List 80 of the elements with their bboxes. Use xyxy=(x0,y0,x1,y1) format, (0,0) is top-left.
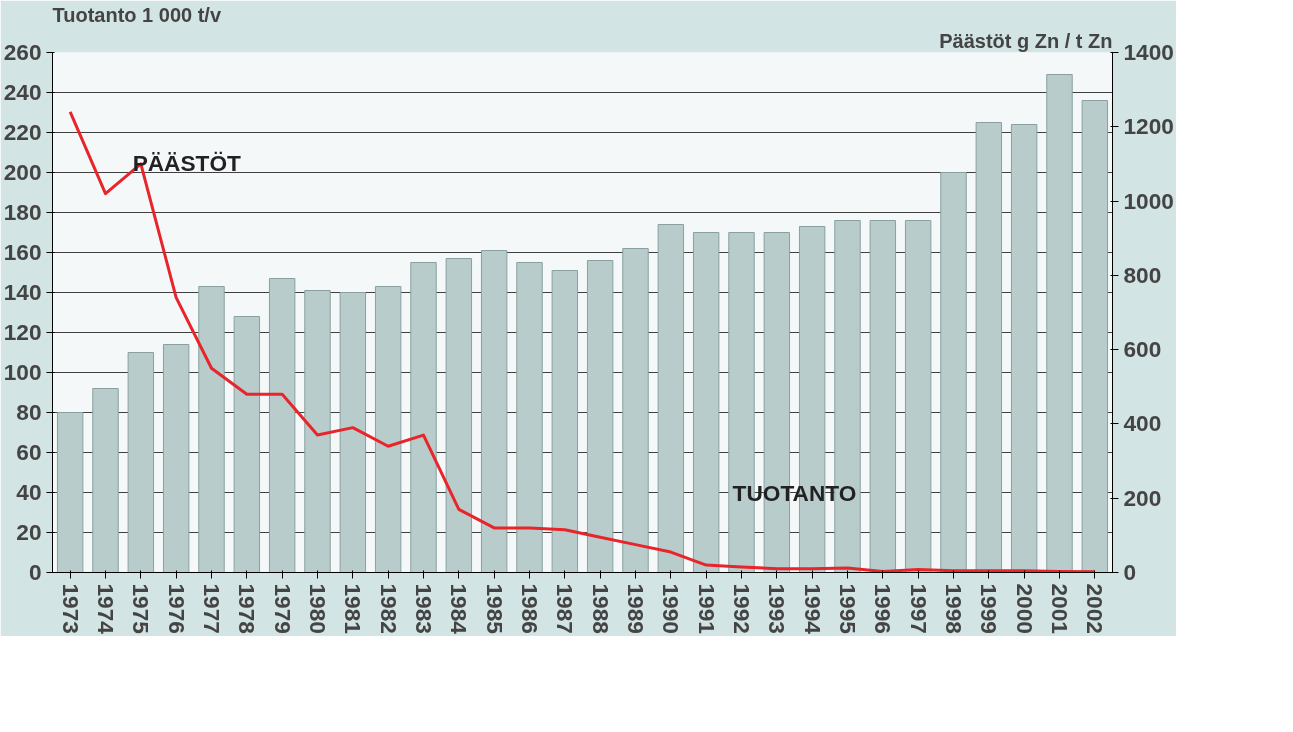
y-tick-label: 0 xyxy=(28,559,42,585)
y-tick-label: 220 xyxy=(3,119,42,145)
x-tick-label: 1983 xyxy=(411,583,437,634)
y-tick-label: 80 xyxy=(16,399,42,425)
y2-tick-label: 600 xyxy=(1123,336,1162,363)
bar xyxy=(622,248,649,573)
bar xyxy=(869,220,897,573)
y-tick-label: 140 xyxy=(3,279,42,305)
y2-tick-label: 200 xyxy=(1123,484,1162,511)
y-tick-label: 60 xyxy=(16,439,42,465)
bar xyxy=(480,250,508,573)
x-tick-label: 1978 xyxy=(234,583,261,634)
bar xyxy=(516,262,543,573)
bar xyxy=(410,262,437,573)
bar xyxy=(1046,74,1073,573)
y2-tick-label: 1400 xyxy=(1123,39,1174,65)
bar xyxy=(374,286,402,573)
x-tick-label: 1984 xyxy=(446,583,473,635)
x-tick-label: 1988 xyxy=(587,583,614,634)
y2-axis-title: Päästöt g Zn / t Zn xyxy=(939,29,1113,52)
x-tick-label: 1991 xyxy=(693,583,720,634)
x-tick-label: 1987 xyxy=(552,583,579,634)
x-tick-label: 1982 xyxy=(375,583,402,634)
x-tick-label: 1998 xyxy=(941,583,967,634)
x-tick-label: 2002 xyxy=(1082,583,1109,634)
y2-tick-label: 0 xyxy=(1123,559,1137,585)
bar xyxy=(692,232,720,573)
x-tick-label: 1977 xyxy=(199,583,225,634)
x-tick-label: 1990 xyxy=(658,583,685,634)
y-tick-label: 100 xyxy=(3,359,42,385)
y2-tick-label: 1200 xyxy=(1123,113,1174,140)
y2-tick-label: 400 xyxy=(1123,410,1162,437)
bar xyxy=(304,290,331,573)
bar xyxy=(445,258,473,573)
x-tick-label: 1981 xyxy=(340,583,367,634)
x-tick-label: 1980 xyxy=(305,583,331,634)
x-tick-label: 2001 xyxy=(1047,583,1073,634)
y-axis-title: Tuotanto 1 000 t/v xyxy=(52,3,222,26)
x-tick-label: 1993 xyxy=(764,583,791,634)
x-tick-label: 1985 xyxy=(481,583,508,634)
bar xyxy=(92,388,119,573)
bar xyxy=(904,220,932,573)
bar xyxy=(233,316,261,573)
y-tick-label: 160 xyxy=(3,239,42,265)
series-label: TUOTANTO xyxy=(732,479,857,506)
y-tick-label: 120 xyxy=(3,319,42,345)
x-tick-label: 1976 xyxy=(163,583,190,634)
x-tick-label: 1973 xyxy=(57,583,84,634)
line-series xyxy=(68,110,1097,573)
x-tick-label: 1986 xyxy=(517,583,543,634)
x-tick-label: 2000 xyxy=(1011,583,1038,634)
y2-tick-label: 800 xyxy=(1123,261,1162,288)
y-tick-label: 240 xyxy=(3,79,42,105)
x-tick-label: 1974 xyxy=(93,583,119,635)
x-tick-label: 1999 xyxy=(976,583,1003,634)
series-label: PÄÄSTÖT xyxy=(132,149,242,176)
bar xyxy=(268,278,296,573)
y-tick-label: 40 xyxy=(16,479,42,505)
bar xyxy=(339,292,367,573)
x-tick-label: 1992 xyxy=(729,583,755,634)
bar xyxy=(198,286,225,573)
bar xyxy=(586,260,614,573)
bar xyxy=(1081,100,1109,573)
x-tick-label: 1994 xyxy=(799,583,826,635)
x-tick-label: 1975 xyxy=(128,583,155,634)
bar xyxy=(657,224,685,573)
y-tick-label: 200 xyxy=(3,159,42,185)
bar xyxy=(127,352,155,573)
x-tick-label: 1979 xyxy=(269,583,296,634)
bar xyxy=(551,270,579,573)
x-tick-label: 1989 xyxy=(623,583,649,634)
bar xyxy=(162,344,190,573)
y-tick-label: 180 xyxy=(3,199,42,225)
x-tick-label: 1997 xyxy=(905,583,932,634)
x-tick-label: 1995 xyxy=(835,583,861,634)
y-tick-label: 20 xyxy=(16,519,42,545)
y-tick-label: 260 xyxy=(3,39,42,65)
x-tick-label: 1996 xyxy=(870,583,897,634)
y2-tick-label: 1000 xyxy=(1123,187,1174,214)
bar xyxy=(56,412,84,573)
